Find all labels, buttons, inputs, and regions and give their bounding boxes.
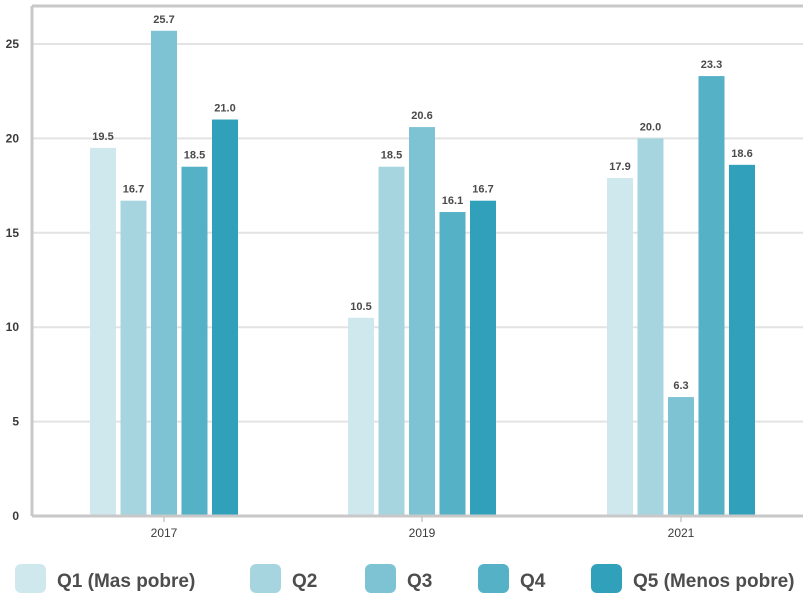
- legend-swatch: [250, 564, 281, 593]
- data-label: 20.0: [640, 121, 661, 133]
- legend-item: Q2: [250, 564, 317, 593]
- x-tick-label: 2019: [409, 526, 436, 540]
- data-label: 10.5: [350, 301, 371, 313]
- y-axis-ticks: 0 5 10 15 20 25: [6, 37, 20, 523]
- y-tick-label: 10: [6, 320, 20, 334]
- bar: [409, 127, 435, 516]
- data-label: 16.7: [123, 184, 144, 196]
- x-tick-label: 2021: [668, 526, 695, 540]
- data-label: 25.7: [153, 14, 174, 26]
- data-label: 6.3: [673, 380, 688, 392]
- data-label: 21.0: [214, 103, 235, 115]
- x-axis-ticks: 2017 2019 2021: [151, 516, 695, 540]
- data-label: 23.3: [701, 59, 722, 71]
- bar: [729, 165, 755, 516]
- legend-swatch: [15, 564, 46, 593]
- legend-label: Q2: [292, 571, 317, 592]
- legend-item: Q4: [478, 564, 546, 593]
- bar: [348, 318, 374, 516]
- legend-item: Q5 (Menos pobre): [591, 564, 795, 593]
- bar: [212, 120, 238, 516]
- legend-swatch: [478, 564, 509, 593]
- legend: Q1 (Mas pobre) Q2 Q3 Q4 Q5 (Menos pobre): [15, 564, 795, 593]
- legend-label: Q1 (Mas pobre): [57, 571, 195, 592]
- data-label: 16.7: [472, 184, 493, 196]
- legend-label: Q5 (Menos pobre): [633, 571, 795, 592]
- y-tick-label: 25: [6, 37, 20, 51]
- bar: [440, 212, 466, 516]
- data-label: 18.5: [184, 150, 205, 162]
- legend-swatch: [365, 564, 396, 593]
- bar: [90, 148, 116, 516]
- y-tick-label: 0: [12, 509, 19, 523]
- bars: 19.5 10.5 17.9 16.7 18.5 20.0 25.7 20.6 6.3 18.5 1…: [90, 14, 755, 516]
- y-tick-label: 20: [6, 131, 20, 145]
- legend-swatch: [591, 564, 622, 593]
- y-tick-label: 5: [12, 415, 19, 429]
- data-label: 17.9: [609, 161, 630, 173]
- data-label: 20.6: [411, 110, 432, 122]
- bar: [699, 76, 725, 516]
- x-tick-label: 2017: [151, 526, 178, 540]
- bar: [607, 178, 633, 516]
- data-label: 19.5: [92, 131, 113, 143]
- legend-item: Q3: [365, 564, 432, 593]
- data-label: 18.5: [381, 150, 402, 162]
- bar: [668, 397, 694, 516]
- data-label: 16.1: [442, 195, 463, 207]
- bar: [121, 201, 147, 516]
- y-tick-label: 15: [6, 226, 20, 240]
- legend-label: Q4: [520, 571, 546, 592]
- bar: [151, 31, 177, 516]
- bar: [638, 138, 664, 516]
- legend-label: Q3: [407, 571, 432, 592]
- bar: [379, 167, 405, 516]
- bar: [470, 201, 496, 516]
- legend-item: Q1 (Mas pobre): [15, 564, 195, 593]
- bar: [182, 167, 208, 516]
- data-label: 18.6: [731, 148, 752, 160]
